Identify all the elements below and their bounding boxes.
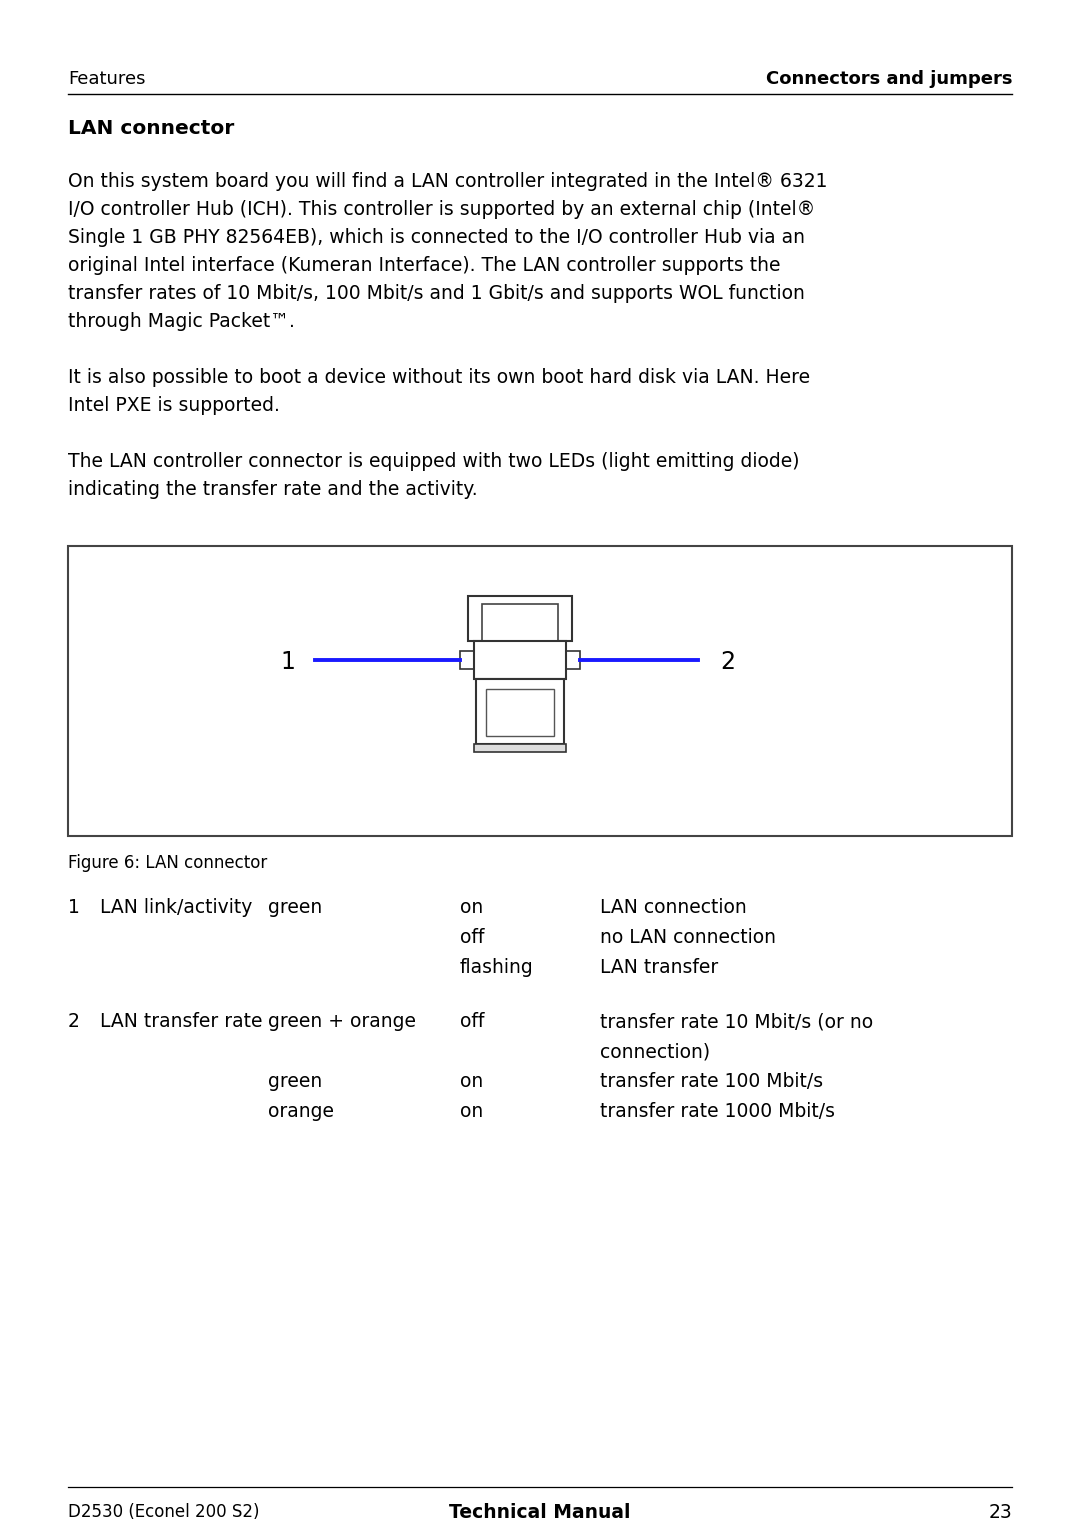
Text: The LAN controller connector is equipped with two LEDs (light emitting diode): The LAN controller connector is equipped… — [68, 452, 799, 472]
Text: On this system board you will find a LAN controller integrated in the Intel® 632: On this system board you will find a LAN… — [68, 172, 827, 191]
Text: transfer rate 10 Mbit/s (or no: transfer rate 10 Mbit/s (or no — [600, 1012, 873, 1032]
Text: transfer rates of 10 Mbit/s, 100 Mbit/s and 1 Gbit/s and supports WOL function: transfer rates of 10 Mbit/s, 100 Mbit/s … — [68, 284, 805, 304]
Text: Technical Manual: Technical Manual — [449, 1503, 631, 1521]
Text: green: green — [268, 897, 322, 917]
Bar — [468, 597, 572, 641]
Text: indicating the transfer rate and the activity.: indicating the transfer rate and the act… — [68, 481, 477, 499]
Text: 1: 1 — [68, 897, 80, 917]
Text: on: on — [460, 897, 483, 917]
Bar — [68, 546, 1012, 836]
Text: Figure 6: LAN connector: Figure 6: LAN connector — [68, 855, 267, 871]
Text: 2: 2 — [68, 1012, 80, 1032]
Bar — [460, 652, 474, 668]
Text: Connectors and jumpers: Connectors and jumpers — [766, 70, 1012, 89]
Bar — [474, 641, 566, 679]
Text: green: green — [268, 1071, 322, 1091]
Text: orange: orange — [268, 1102, 334, 1122]
Text: Features: Features — [68, 70, 146, 89]
Text: LAN connection: LAN connection — [600, 897, 746, 917]
Text: off: off — [460, 1012, 484, 1032]
Bar — [482, 604, 558, 641]
Text: Single 1 GB PHY 82564EB), which is connected to the I/O controller Hub via an: Single 1 GB PHY 82564EB), which is conne… — [68, 227, 805, 247]
Text: original Intel interface (Kumeran Interface). The LAN controller supports the: original Intel interface (Kumeran Interf… — [68, 256, 781, 275]
Text: no LAN connection: no LAN connection — [600, 928, 777, 948]
Text: D2530 (Econel 200 S2): D2530 (Econel 200 S2) — [68, 1503, 259, 1521]
Bar — [486, 690, 554, 736]
Text: transfer rate 100 Mbit/s: transfer rate 100 Mbit/s — [600, 1071, 823, 1091]
Text: transfer rate 1000 Mbit/s: transfer rate 1000 Mbit/s — [600, 1102, 835, 1122]
Text: I/O controller Hub (ICH). This controller is supported by an external chip (Inte: I/O controller Hub (ICH). This controlle… — [68, 200, 815, 220]
Text: on: on — [460, 1071, 483, 1091]
Text: on: on — [460, 1102, 483, 1122]
Text: 1: 1 — [280, 650, 295, 674]
Text: LAN transfer rate: LAN transfer rate — [100, 1012, 262, 1032]
Text: LAN connector: LAN connector — [68, 119, 234, 137]
Bar — [476, 679, 564, 745]
Bar — [474, 745, 566, 752]
Text: It is also possible to boot a device without its own boot hard disk via LAN. Her: It is also possible to boot a device wit… — [68, 368, 810, 388]
Text: off: off — [460, 928, 484, 948]
Text: green + orange: green + orange — [268, 1012, 416, 1032]
Text: 23: 23 — [988, 1503, 1012, 1521]
Bar — [566, 652, 580, 668]
Text: Intel PXE is supported.: Intel PXE is supported. — [68, 397, 280, 415]
Text: through Magic Packet™.: through Magic Packet™. — [68, 311, 295, 331]
Text: flashing: flashing — [460, 958, 534, 977]
Text: 2: 2 — [720, 650, 735, 674]
Text: LAN link/activity: LAN link/activity — [100, 897, 253, 917]
Text: LAN transfer: LAN transfer — [600, 958, 718, 977]
Text: connection): connection) — [600, 1042, 711, 1061]
